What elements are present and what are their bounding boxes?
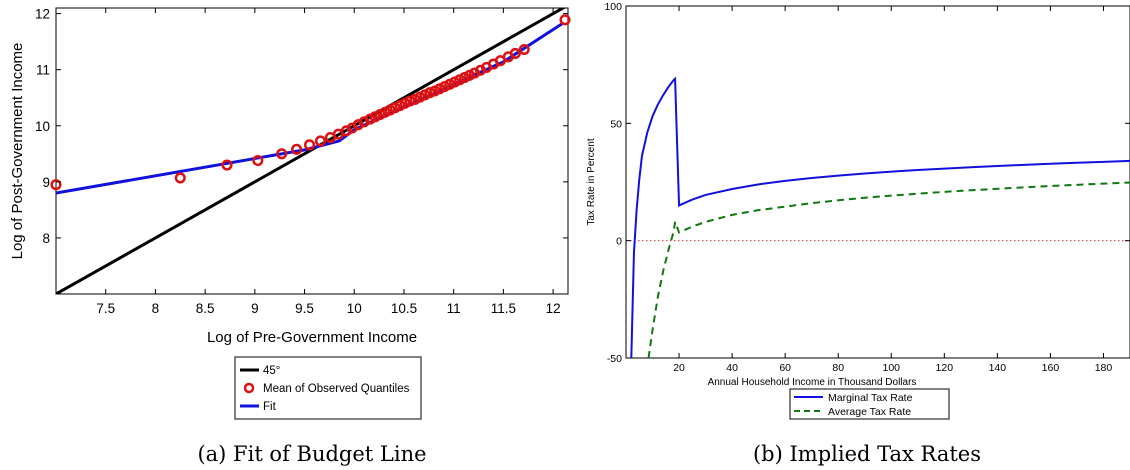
quantile-point (276, 148, 288, 160)
x-tick-label-a: 8.5 (196, 301, 215, 316)
quantile-point (291, 143, 303, 155)
quantile-point (303, 139, 316, 151)
plot-b-frame (625, 5, 1130, 359)
quantile-point (424, 87, 436, 99)
legend-a-box (234, 356, 422, 420)
x-tick-label-b: 60 (779, 362, 791, 374)
x-tick-label-a: 8 (152, 301, 160, 316)
y-tick-label-a: 8 (42, 231, 50, 246)
quantile-point (221, 159, 233, 171)
y-tick-label-b: 50 (610, 118, 622, 130)
legend-a-label-quantiles: Mean of Observed Quantiles (263, 383, 410, 395)
y-tick-label-b: -50 (607, 353, 622, 365)
quantile-point (252, 154, 264, 167)
quantile-point (509, 47, 521, 59)
panel-a-fit-of-budget-line: 7.5 8 8.5 9 9.5 10 10.5 11 11.5 12 8 9 10 11 12 Log o… (9, 7, 571, 466)
x-tick-label-a: 12 (546, 301, 561, 316)
line-marginal-tax-rate (630, 76, 1130, 358)
x-tick-label-a: 10.5 (391, 301, 417, 316)
x-tick-label-a: 10 (347, 301, 362, 316)
y-axis-label-b: Tax Rate in Percent (586, 138, 597, 225)
x-axis-label-b: Annual Household Income in Thousand Doll… (708, 377, 917, 388)
x-tick-label-b: 20 (673, 362, 685, 374)
quantile-point (50, 179, 62, 191)
x-tick-label-b: 120 (936, 362, 954, 374)
legend-a-label-45: 45° (263, 365, 280, 377)
quantile-point (174, 172, 186, 184)
x-tick-label-a: 9.5 (295, 301, 314, 316)
y-tick-label-a: 9 (42, 175, 50, 190)
y-tick-label-b: 0 (616, 236, 622, 248)
line-average-tax-rate (647, 181, 1130, 358)
x-tick-label-b: 140 (989, 362, 1007, 374)
x-tick-label-b: 80 (832, 362, 844, 374)
x-tick-label-a: 11 (447, 301, 461, 316)
x-tick-label-a: 9 (251, 301, 259, 316)
x-tick-label-a: 11.5 (491, 301, 516, 316)
legend-a: 45° Mean of Observed Quantiles Fit (234, 356, 422, 420)
x-tick-label-b: 160 (1042, 362, 1060, 374)
x-tick-label-b: 180 (1095, 362, 1113, 374)
y-tick-label-a: 11 (36, 63, 50, 78)
x-tick-label-b: 100 (882, 362, 900, 374)
quantile-point (518, 43, 530, 56)
legend-b-label-average: Average Tax Rate (828, 406, 911, 418)
caption-b: (b) Implied Tax Rates (753, 442, 981, 466)
legend-b: Marginal Tax Rate Average Tax Rate (789, 388, 950, 420)
quantile-point (559, 14, 571, 26)
legend-b-label-marginal: Marginal Tax Rate (828, 392, 913, 404)
x-axis-label-a: Log of Pre-Government Income (207, 329, 417, 346)
y-tick-label-b: 100 (604, 1, 622, 13)
y-axis-label-a: Log of Post-Government Income (9, 43, 26, 260)
legend-b-box (789, 388, 950, 420)
x-tick-label-a: 7.5 (96, 301, 115, 316)
x-tick-label-b: 40 (726, 362, 738, 374)
caption-a: (a) Fit of Budget Line (197, 442, 426, 466)
legend-a-label-fit: Fit (263, 401, 277, 413)
y-tick-label-a: 12 (35, 7, 50, 22)
y-tick-label-a: 10 (35, 119, 50, 134)
panel-b-implied-tax-rates: 20 40 60 80 100 120 140 160 180 -50 0 50 100 Annual… (586, 1, 1130, 466)
quantile-point (404, 95, 416, 107)
legend-a-swatch-quantiles (243, 382, 255, 394)
quantile-point (314, 135, 327, 147)
